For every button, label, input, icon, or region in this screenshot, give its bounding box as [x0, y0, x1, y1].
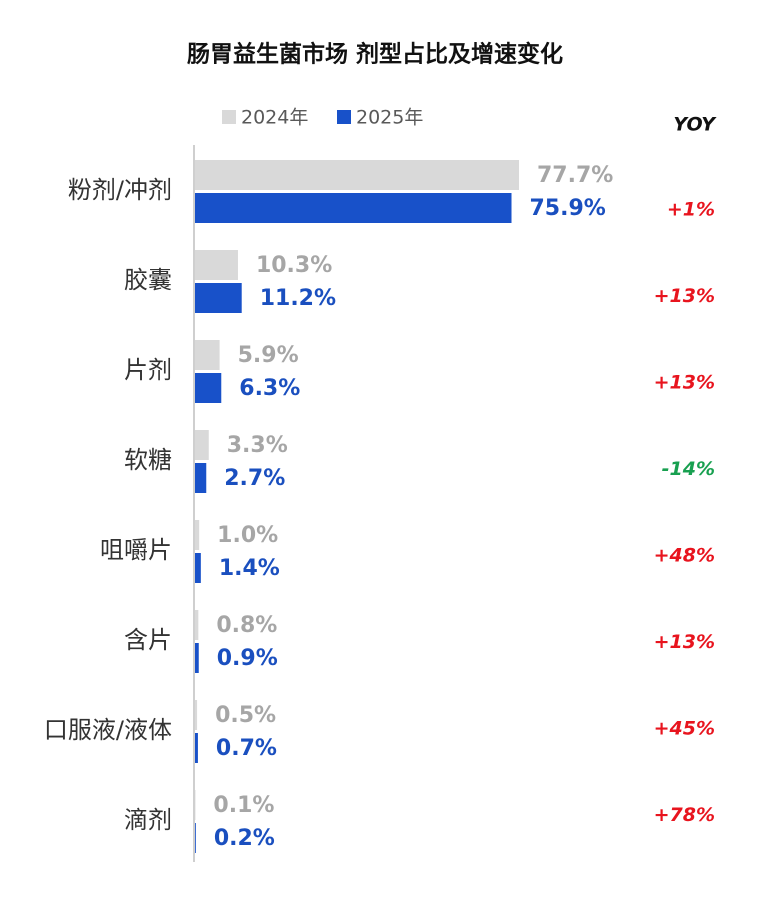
yoy-label: +45% — [654, 718, 715, 740]
category-label: 片剂 — [124, 356, 172, 384]
bar — [195, 340, 220, 370]
bar — [195, 553, 201, 583]
bar — [195, 520, 200, 550]
legend-swatch — [222, 110, 236, 124]
category-label: 粉剂/冲剂 — [68, 176, 172, 204]
bar — [195, 700, 198, 730]
legend-swatch — [337, 110, 351, 124]
yoy-label: -14% — [662, 458, 715, 480]
yoy-label: +78% — [654, 804, 715, 826]
category-label: 软糖 — [124, 446, 172, 474]
category-label: 口服液/液体 — [44, 716, 172, 744]
value-label: 1.4% — [219, 556, 280, 581]
bar — [195, 430, 209, 460]
category-label: 胶囊 — [124, 266, 172, 294]
yoy-label: +48% — [654, 545, 715, 567]
value-label: 0.2% — [214, 826, 275, 851]
value-label: 6.3% — [239, 376, 300, 401]
yoy-label: +13% — [654, 372, 715, 394]
bar — [195, 160, 520, 190]
bar — [195, 643, 199, 673]
value-label: 3.3% — [227, 433, 288, 458]
yoy-label: +13% — [654, 285, 715, 307]
bar — [195, 283, 242, 313]
value-label: 77.7% — [537, 163, 613, 188]
bar — [195, 610, 199, 640]
bar — [195, 733, 198, 763]
value-label: 1.0% — [217, 523, 278, 548]
value-label: 2.7% — [224, 466, 285, 491]
legend-label: 2024年 — [241, 107, 308, 129]
value-label: 0.7% — [216, 736, 277, 761]
value-label: 10.3% — [256, 253, 332, 278]
value-label: 0.8% — [216, 613, 277, 638]
value-label: 5.9% — [238, 343, 299, 368]
yoy-header: YOY — [673, 114, 717, 136]
chart-title: 肠胃益生菌市场 剂型占比及增速变化 — [187, 41, 563, 68]
bar — [195, 250, 238, 280]
bar — [195, 823, 196, 853]
value-label: 0.1% — [213, 793, 274, 818]
legend-label: 2025年 — [356, 107, 423, 129]
bar — [195, 463, 207, 493]
value-label: 11.2% — [260, 286, 336, 311]
category-label: 咀嚼片 — [100, 536, 172, 564]
category-label: 滴剂 — [124, 806, 172, 834]
bar — [195, 373, 222, 403]
value-label: 0.9% — [217, 646, 278, 671]
yoy-label: +1% — [667, 199, 715, 221]
yoy-label: +13% — [654, 631, 715, 653]
bar — [195, 193, 512, 223]
value-label: 0.5% — [215, 703, 276, 728]
value-label: 75.9% — [530, 196, 606, 221]
category-label: 含片 — [124, 626, 172, 654]
